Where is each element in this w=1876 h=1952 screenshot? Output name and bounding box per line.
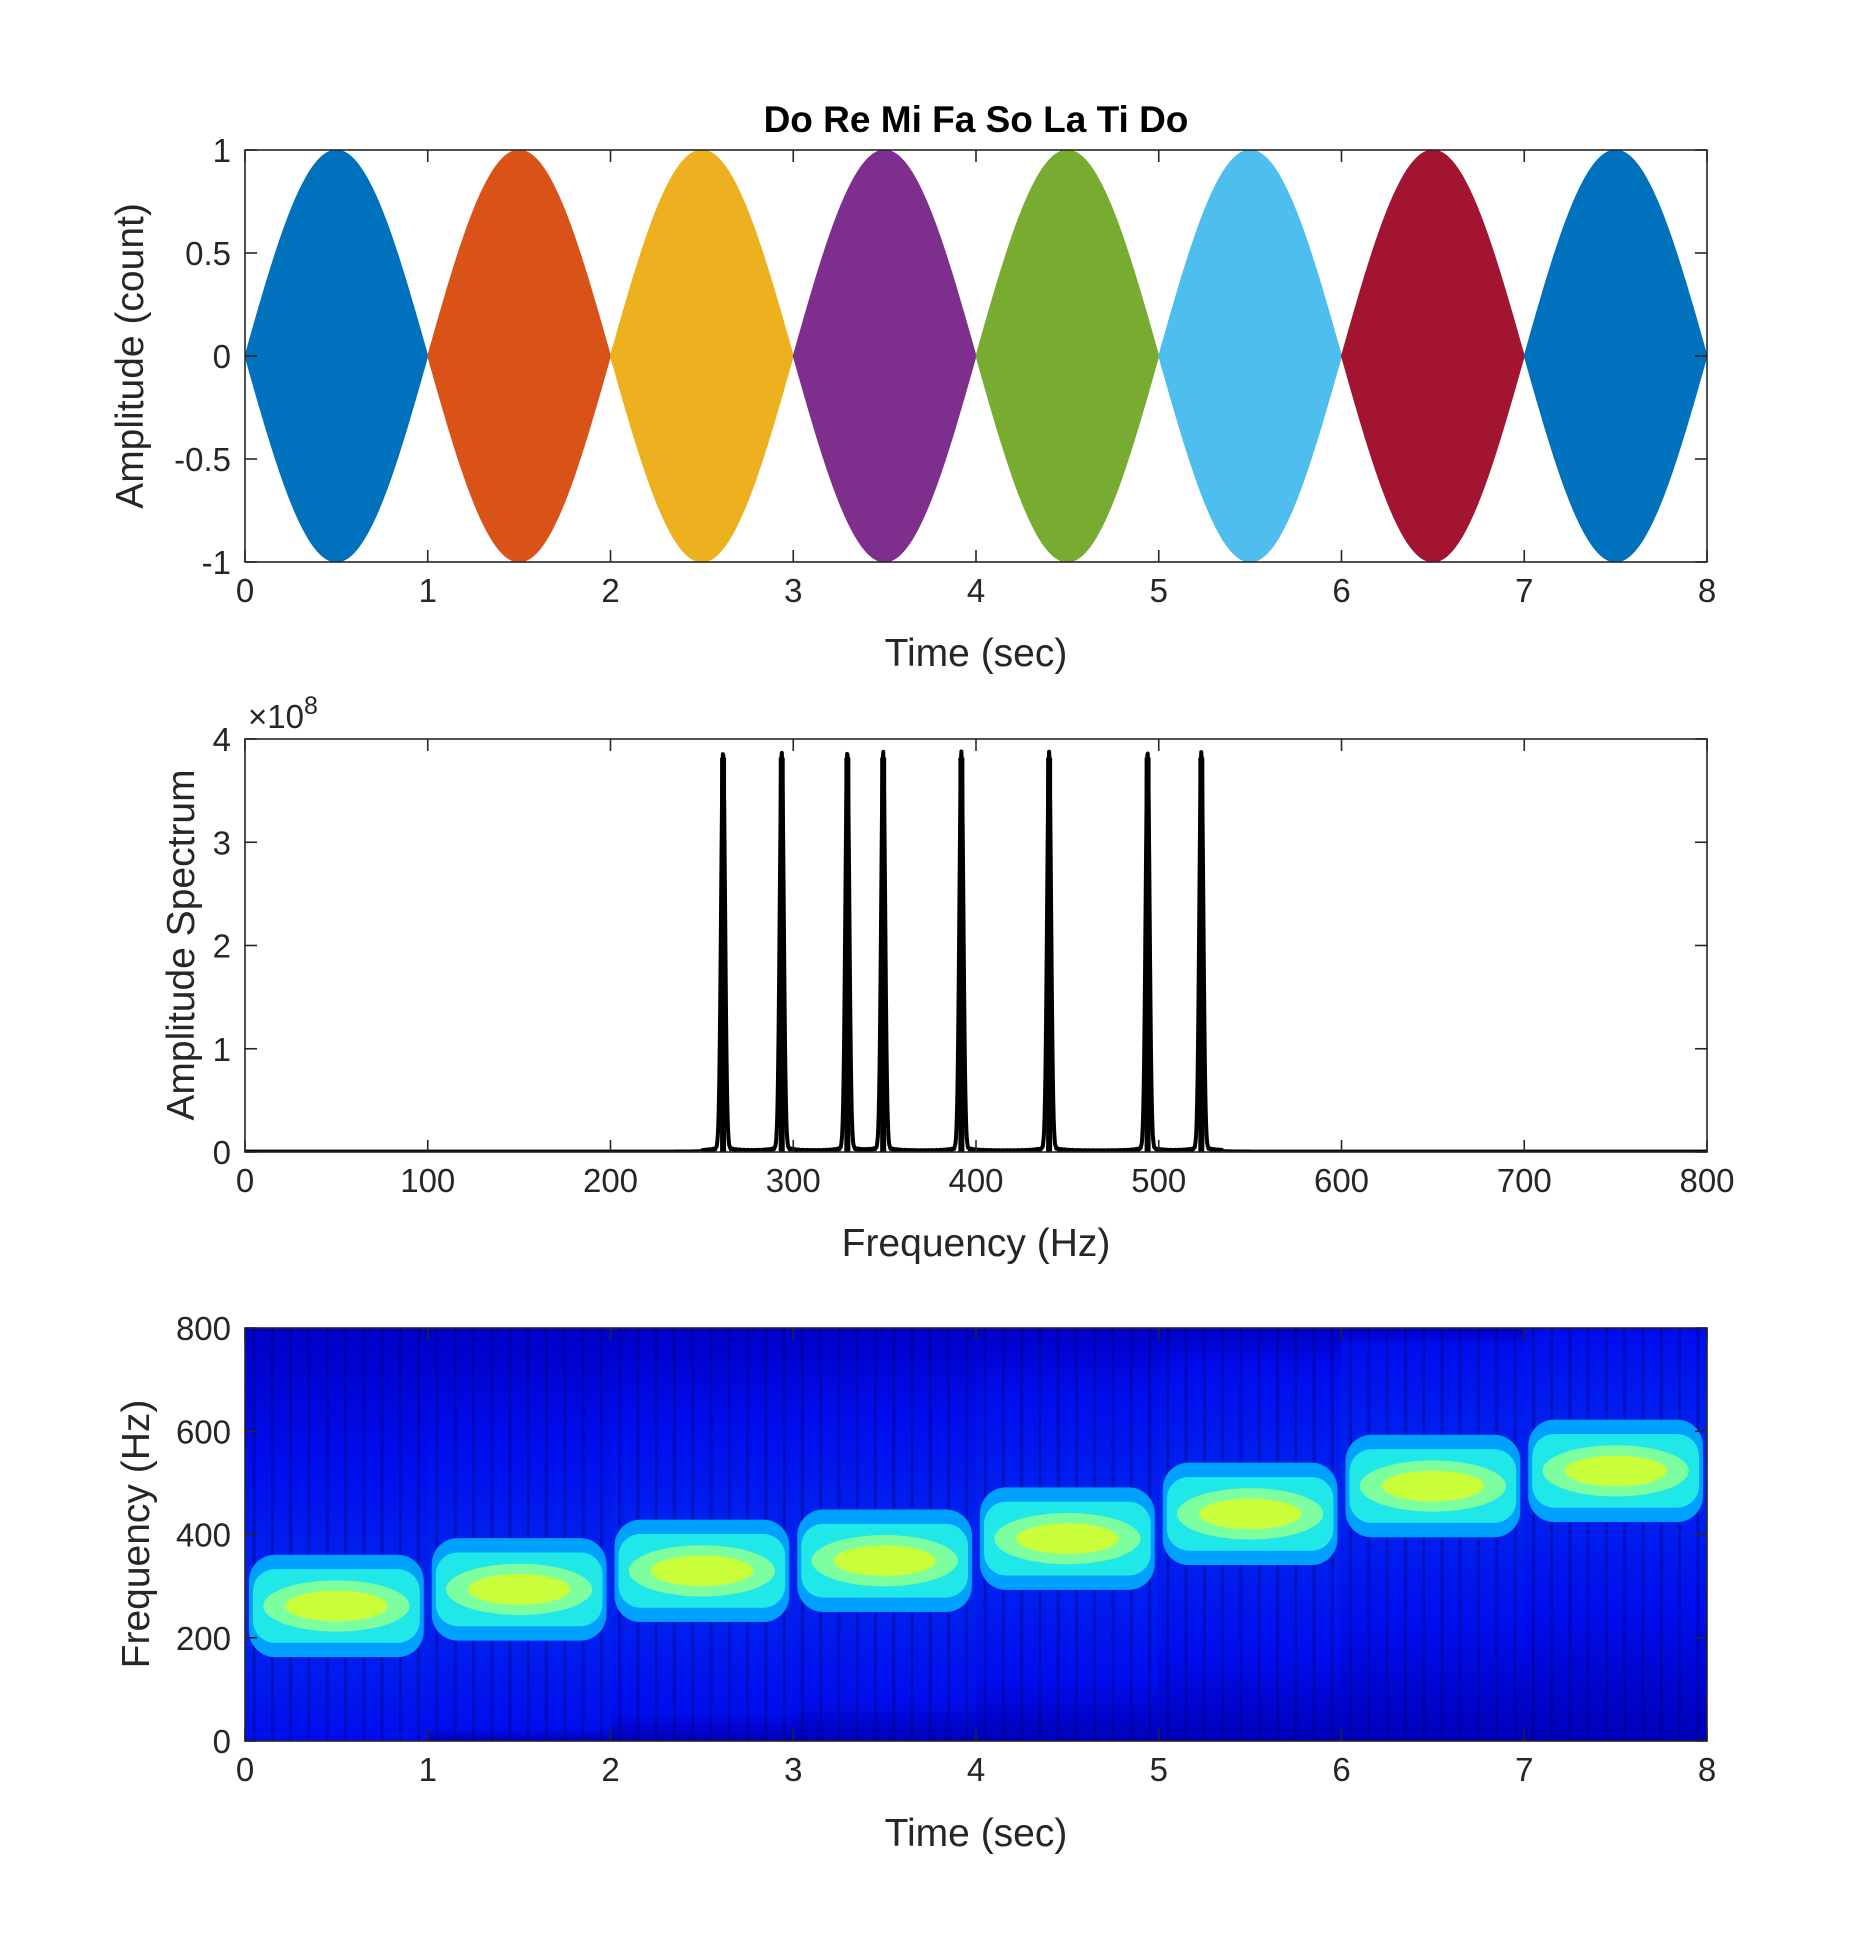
spectrogram-panel: 0 1 2 3 4 5 6 7 8 0 200 400 600 800 Time (sec) Freque… [115,1310,1716,1855]
spectrogram-ytick-label: 600 [176,1413,231,1450]
note-band-core-4 [833,1545,936,1577]
spectrogram-column-8 [1524,1328,1707,1741]
spectrum-xlabel: Frequency (Hz) [842,1222,1111,1265]
note-envelope-4 [792,150,977,562]
spectrum-xtick-label: 600 [1314,1162,1369,1199]
spectrum-ytick-label: 3 [213,824,231,861]
spectrum-xtick-label: 800 [1679,1162,1734,1199]
waveform-xtick-label: 0 [236,572,254,609]
note-envelope-7 [1340,150,1525,562]
note-envelope-8 [1523,150,1707,562]
waveform-xtick-label: 2 [601,572,619,609]
waveform-ylabel: Amplitude (count) [109,203,152,509]
waveform-ytick-label: 1 [213,132,231,169]
note-band-core-5 [1016,1523,1119,1554]
spectrogram-ylabel: Frequency (Hz) [115,1400,158,1669]
waveform-panel: 0 1 2 3 4 5 6 7 8 -1 -0.5 0 0.5 1 Do Re Mi Fa So La T… [109,99,1716,675]
waveform-ytick-label: 0.5 [185,235,231,272]
spectrogram-xtick-label: 7 [1515,1751,1533,1788]
note-envelope-3 [609,150,794,562]
waveform-xtick-label: 5 [1150,572,1168,609]
spectrum-ytick-label: 4 [213,721,231,758]
spectrum-ylabel: Amplitude Spectrum [160,769,203,1120]
spectrum-ytick-label: 2 [213,928,231,965]
spectrogram-xtick-label: 8 [1698,1751,1716,1788]
waveform-ytick-label: 0 [213,338,231,375]
waveform-xtick-label: 4 [967,572,985,609]
waveform-xtick-label: 1 [419,572,437,609]
spectrogram-column-2 [427,1328,611,1741]
note-band-core-2 [467,1574,571,1605]
note-band-core-6 [1198,1498,1302,1530]
waveform-ytick-label: -1 [202,544,231,581]
waveform-xtick-label: 7 [1515,572,1533,609]
note-band-core-8 [1564,1455,1667,1487]
spectrum-ytick-label: 0 [213,1134,231,1171]
spectrogram-column-1 [245,1328,428,1741]
spectrum-line [245,749,1707,1152]
spectrogram-xlabel: Time (sec) [885,1812,1068,1855]
note-envelope-5 [975,150,1160,562]
note-envelope-1 [245,150,429,562]
waveform-xtick-label: 8 [1698,572,1716,609]
waveform-ytick-label: -0.5 [174,441,231,478]
spectrogram-xtick-label: 1 [419,1751,437,1788]
note-band-core-1 [285,1590,388,1622]
spectrum-xtick-label: 100 [400,1162,455,1199]
waveform-xtick-label: 6 [1332,572,1350,609]
note-band-core-7 [1381,1470,1485,1502]
spectrogram-ytick-label: 400 [176,1517,231,1554]
waveform-xlabel: Time (sec) [885,632,1068,675]
note-envelope-2 [427,150,612,562]
spectrogram-ytick-label: 800 [176,1310,231,1347]
spectrum-xtick-label: 700 [1497,1162,1552,1199]
spectrogram-ytick-label: 200 [176,1620,231,1657]
spectrogram-xtick-label: 5 [1150,1751,1168,1788]
spectrogram-xtick-label: 0 [236,1751,254,1788]
spectrogram-xtick-label: 4 [967,1751,985,1788]
spectrum-axes-box [244,738,1708,1153]
note-band-core-3 [650,1555,754,1587]
spectrum-xtick-label: 300 [766,1162,821,1199]
spectrum-ytick-label: 1 [213,1031,231,1068]
spectrogram-xtick-label: 2 [601,1751,619,1788]
spectrogram-xtick-label: 6 [1332,1751,1350,1788]
spectrum-xtick-label: 400 [948,1162,1003,1199]
spectrum-panel: 0 100 200 300 400 500 600 700 800 0 1 2 3 4 ×108 Freq… [160,692,1735,1265]
spectrum-xtick-label: 0 [236,1162,254,1199]
spectrogram-ytick-label: 0 [213,1723,231,1760]
note-envelope-6 [1158,150,1343,562]
spectrum-xtick-label: 500 [1131,1162,1186,1199]
waveform-xtick-label: 3 [784,572,802,609]
spectrum-xtick-label: 200 [583,1162,638,1199]
waveform-title: Do Re Mi Fa So La Ti Do [764,99,1189,140]
spectrum-exponent-label: ×108 [248,692,318,735]
spectrogram-xtick-label: 3 [784,1751,802,1788]
